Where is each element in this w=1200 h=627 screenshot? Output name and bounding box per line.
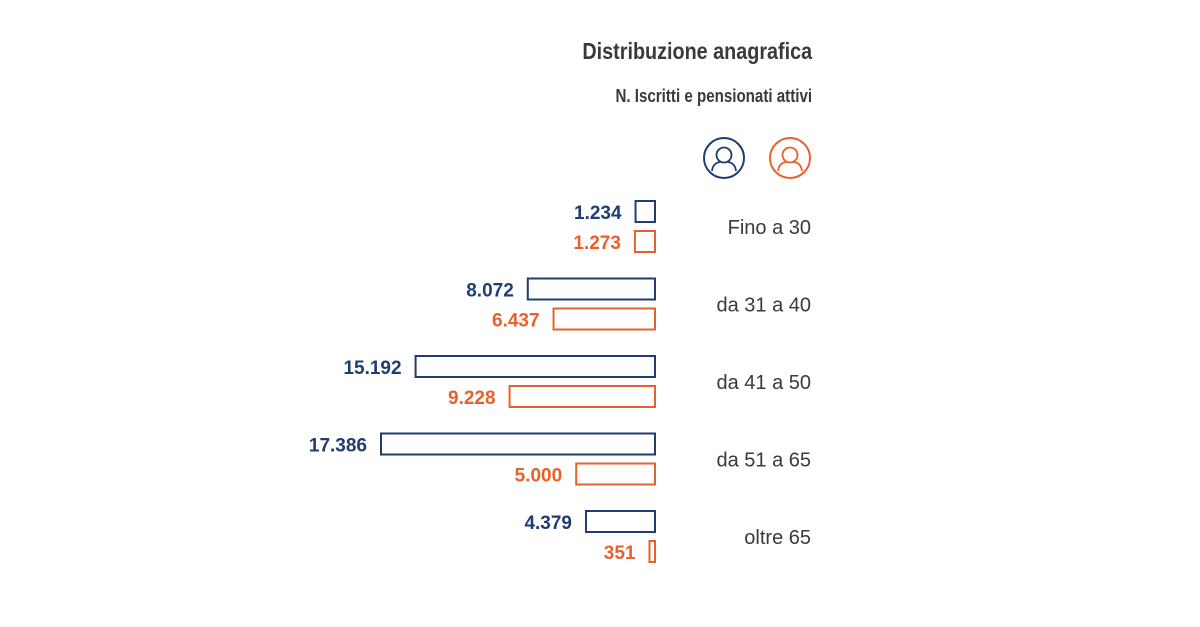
- data-label-female-1: 6.437: [492, 311, 540, 332]
- bar-male-2: [414, 355, 657, 378]
- category-label-4: oltre 65: [744, 527, 811, 549]
- data-label-male-1: 8.072: [466, 281, 514, 302]
- chart-title: Distribuzione anagrafica: [582, 38, 812, 64]
- category-label-0: Fino a 30: [728, 217, 811, 239]
- bar-female-2: [508, 385, 657, 408]
- bar-male-3: [380, 432, 656, 456]
- data-label-male-0: 1.234: [574, 203, 622, 224]
- category-label-3: da 51 a 65: [716, 450, 811, 472]
- data-label-female-0: 1.273: [573, 233, 621, 254]
- data-label-male-2: 15.192: [343, 358, 401, 379]
- category-label-2: da 41 a 50: [716, 372, 811, 394]
- data-label-male-3: 17.386: [309, 436, 367, 457]
- bars-group: 1.234 1.273 Fino a 30 8.072 6.437 da 31 a 40 1…: [309, 200, 811, 564]
- bar-female-4: [648, 540, 657, 563]
- male-user-icon: [703, 137, 745, 179]
- bar-male-0: [634, 200, 656, 223]
- data-label-female-3: 5.000: [515, 466, 563, 487]
- data-label-female-2: 9.228: [448, 388, 496, 409]
- data-label-female-4: 351: [604, 543, 636, 564]
- bar-female-0: [633, 230, 656, 253]
- bar-female-3: [575, 462, 657, 486]
- female-user-icon: [769, 137, 811, 179]
- legend: [703, 137, 811, 179]
- category-label-1: da 31 a 40: [716, 295, 811, 317]
- bar-male-1: [526, 277, 657, 301]
- data-label-male-4: 4.379: [524, 513, 572, 534]
- bar-male-4: [584, 510, 656, 533]
- bar-female-1: [552, 307, 657, 331]
- chart-subtitle: N. Iscritti e pensionati attivi: [615, 86, 812, 106]
